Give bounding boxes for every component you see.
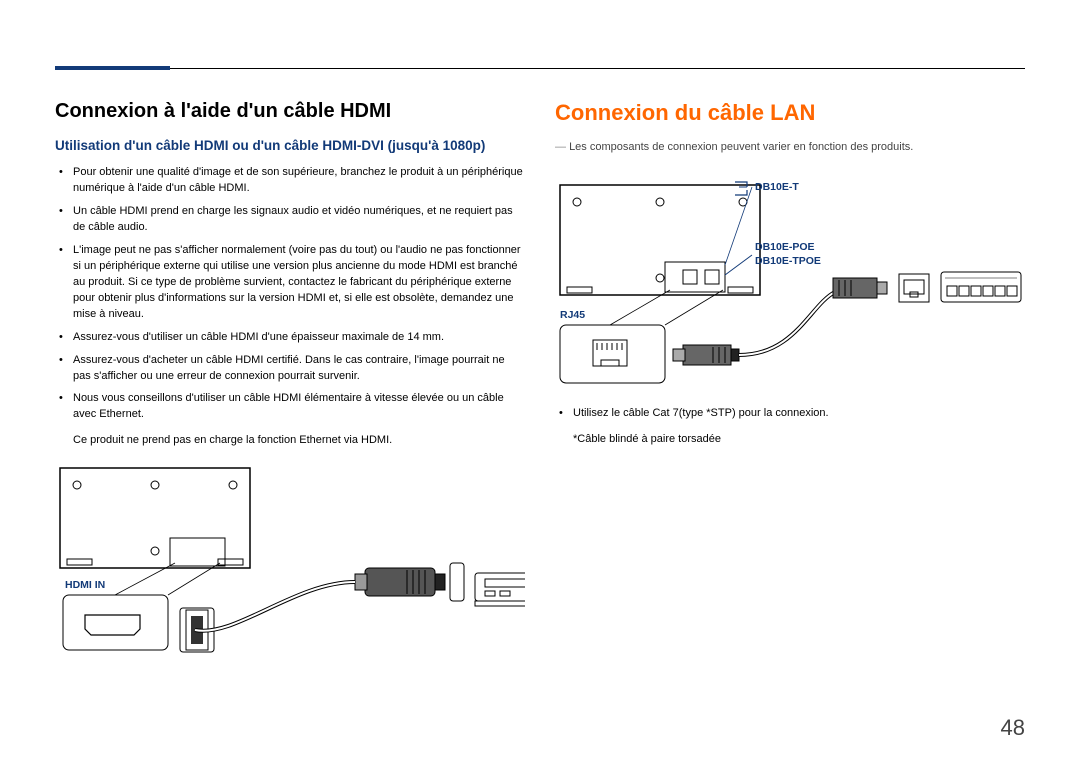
bullet-item: Nous vous conseillons d'utiliser un câbl…	[73, 391, 525, 423]
rj45-plug-icon	[673, 345, 739, 365]
right-subnote: *Câble blindé à paire torsadée	[555, 432, 1025, 448]
page: Connexion à l'aide d'un câble HDMI Utili…	[0, 0, 1080, 763]
rj45-plug-2-icon	[833, 278, 887, 298]
columns: Connexion à l'aide d'un câble HDMI Utili…	[55, 100, 1025, 673]
left-bullets: Pour obtenir une qualité d'image et de s…	[55, 165, 525, 423]
bullet-item: Assurez-vous d'utiliser un câble HDMI d'…	[73, 330, 525, 346]
player-device-icon	[475, 573, 525, 606]
bullet-item: Assurez-vous d'acheter un câble HDMI cer…	[73, 353, 525, 385]
left-column: Connexion à l'aide d'un câble HDMI Utili…	[55, 100, 525, 673]
network-switch-icon	[941, 272, 1021, 302]
hdmi-in-label: HDMI IN	[65, 579, 105, 591]
hdmi-port-slot-icon	[450, 563, 464, 601]
db10e-tpoe-label: DB10E-TPOE	[755, 255, 821, 267]
dash-icon: ―	[555, 141, 569, 153]
lan-diagram-svg: DB10E-T DB10E-POE DB10E-TPOE RJ45	[555, 170, 1025, 400]
top-rule	[55, 68, 1025, 69]
right-heading: Connexion du câble LAN	[555, 100, 1025, 126]
bullet-item: Utilisez le câble Cat 7(type *STP) pour …	[573, 406, 1025, 422]
left-subnote: Ce produit ne prend pas en charge la fon…	[55, 433, 525, 449]
bullet-item: L'image peut ne pas s'afficher normaleme…	[73, 243, 525, 323]
rj45-label: RJ45	[560, 309, 585, 321]
rj45-port-icon	[593, 340, 627, 366]
db10e-t-label: DB10E-T	[755, 181, 799, 193]
right-column: Connexion du câble LAN ― Les composants …	[555, 100, 1025, 673]
right-bullets: Utilisez le câble Cat 7(type *STP) pour …	[555, 406, 1025, 422]
left-heading: Connexion à l'aide d'un câble HDMI	[55, 100, 525, 123]
page-number: 48	[1001, 715, 1025, 741]
top-rule-accent	[55, 66, 170, 70]
hdmi-diagram: HDMI IN	[55, 463, 525, 673]
left-subheading: Utilisation d'un câble HDMI ou d'un câbl…	[55, 137, 525, 155]
right-note: ― Les composants de connexion peuvent va…	[555, 140, 1025, 156]
hdmi-diagram-svg: HDMI IN	[55, 463, 525, 673]
rj45-jack-standalone-icon	[899, 274, 929, 302]
lan-diagram: DB10E-T DB10E-POE DB10E-TPOE RJ45	[555, 170, 1025, 400]
right-note-text: Les composants de connexion peuvent vari…	[569, 141, 913, 153]
bullet-item: Pour obtenir une qualité d'image et de s…	[73, 165, 525, 197]
bullet-item: Un câble HDMI prend en charge les signau…	[73, 204, 525, 236]
db10e-poe-label: DB10E-POE	[755, 241, 815, 253]
hdmi-cable-icon	[195, 568, 445, 631]
